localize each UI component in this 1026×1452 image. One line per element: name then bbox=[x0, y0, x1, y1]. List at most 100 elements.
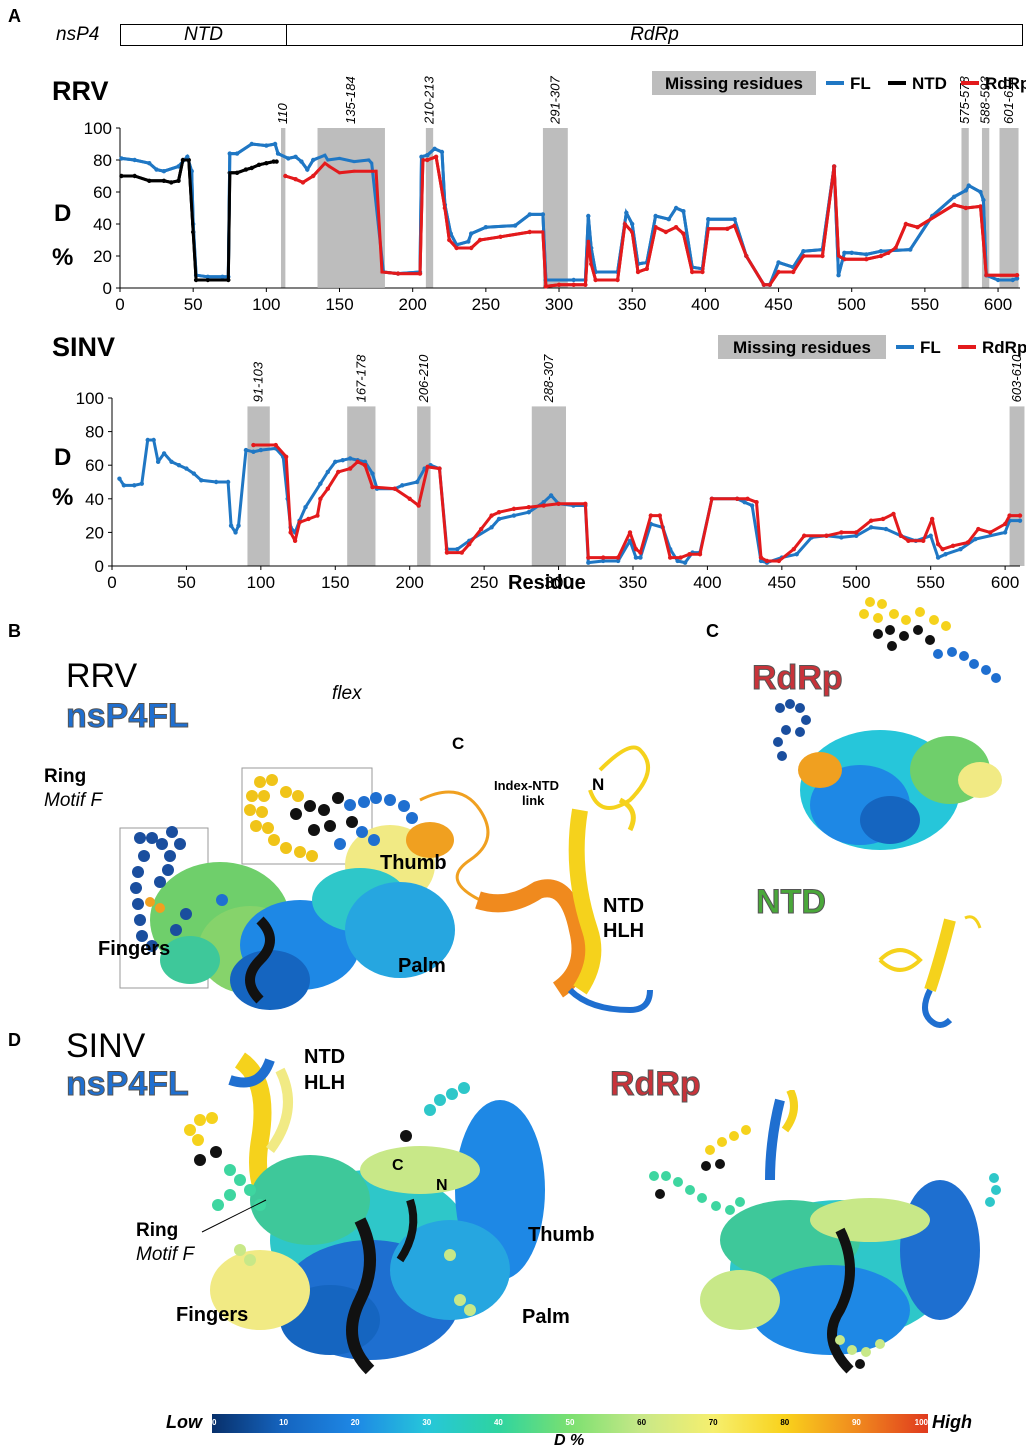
colorbar-low-label: Low bbox=[166, 1412, 202, 1432]
sinv-chart-title: SINV bbox=[52, 332, 116, 362]
series-line-overlay bbox=[284, 154, 1018, 289]
rrv-fingers-label: Fingers bbox=[98, 938, 171, 960]
data-point bbox=[697, 552, 703, 557]
data-point bbox=[950, 543, 956, 549]
domain-bar-protein-label: nsP4 bbox=[56, 24, 100, 45]
data-point bbox=[1002, 530, 1008, 535]
data-point bbox=[117, 476, 122, 481]
sinv-n-terminus-label: N bbox=[436, 1177, 448, 1194]
x-tick-label: 350 bbox=[618, 295, 646, 314]
rrv-thumb-label: Thumb bbox=[380, 852, 447, 874]
x-tick-label: 600 bbox=[991, 573, 1019, 592]
data-point bbox=[601, 558, 606, 564]
data-point bbox=[615, 555, 621, 560]
data-point bbox=[526, 510, 531, 515]
rrv-structure-species: RRV bbox=[66, 657, 138, 695]
data-point bbox=[283, 454, 289, 459]
data-point bbox=[496, 510, 502, 515]
sinv-ring-pointer bbox=[201, 1199, 267, 1233]
data-point bbox=[868, 518, 874, 523]
colorbar-high-label: High bbox=[932, 1412, 972, 1432]
y-tick-label: 100 bbox=[84, 119, 112, 138]
data-point bbox=[303, 505, 308, 510]
data-point bbox=[791, 547, 796, 552]
legend-missing-label: Missing residues bbox=[665, 74, 803, 93]
data-point bbox=[151, 437, 156, 443]
x-tick-label: 100 bbox=[252, 295, 280, 314]
data-point bbox=[184, 466, 189, 471]
data-point bbox=[236, 523, 241, 528]
data-point bbox=[940, 547, 945, 552]
x-tick-label: 300 bbox=[544, 573, 572, 592]
data-point bbox=[176, 463, 182, 468]
data-point bbox=[213, 479, 219, 485]
data-point bbox=[988, 530, 993, 535]
data-point bbox=[891, 511, 896, 517]
data-point bbox=[318, 496, 323, 501]
data-point bbox=[199, 478, 204, 483]
data-point bbox=[929, 516, 935, 522]
panel-label-d: D bbox=[8, 1030, 21, 1050]
data-point bbox=[541, 503, 546, 508]
data-point bbox=[586, 560, 591, 565]
data-point bbox=[132, 483, 137, 488]
data-point bbox=[228, 523, 234, 528]
data-point bbox=[601, 555, 606, 560]
y-tick-label: 0 bbox=[95, 557, 104, 576]
missing-region bbox=[247, 406, 270, 566]
data-point bbox=[370, 471, 375, 476]
sinv-chart: 91-103 167-178 206-210 288-307 603-610 0 20 40 6… bbox=[76, 335, 1026, 592]
series-line-rdrp bbox=[284, 155, 1018, 288]
data-point bbox=[233, 530, 238, 535]
data-point bbox=[511, 513, 517, 518]
domain-bar: NTD RdRp bbox=[120, 24, 1023, 46]
data-point bbox=[801, 533, 807, 538]
legend-missing-swatch bbox=[718, 335, 886, 359]
sinv-fingers-label: Fingers bbox=[176, 1304, 249, 1326]
data-point bbox=[306, 516, 311, 522]
colorbar-tick-label: 90 bbox=[851, 1418, 861, 1427]
data-point bbox=[868, 525, 874, 530]
missing-region-label: 603-610 bbox=[1009, 354, 1024, 402]
data-point bbox=[633, 555, 639, 560]
y-tick-label: 80 bbox=[85, 423, 104, 442]
missing-region bbox=[531, 406, 566, 566]
data-point bbox=[657, 513, 662, 518]
rrv-hlh-label: HLH bbox=[603, 920, 645, 942]
data-point bbox=[541, 499, 546, 505]
legend-label-rdrp: RdRp bbox=[982, 338, 1026, 357]
panel-c-rdrp-title: RdRp bbox=[752, 659, 844, 697]
series-line-overlay bbox=[121, 158, 277, 282]
data-point bbox=[1002, 521, 1008, 527]
data-point bbox=[362, 459, 368, 465]
missing-region-label: 91-103 bbox=[251, 361, 266, 402]
data-point bbox=[478, 526, 484, 532]
data-point bbox=[958, 547, 963, 552]
x-tick-label: 50 bbox=[177, 573, 196, 592]
data-point bbox=[734, 496, 740, 501]
x-tick-label: 500 bbox=[838, 295, 866, 314]
panel-label-a: A bbox=[8, 6, 21, 26]
rrv-c-terminus-label: C bbox=[452, 734, 465, 753]
sinv-structure-species: SINV bbox=[66, 1027, 146, 1065]
data-point bbox=[638, 550, 643, 555]
data-point bbox=[496, 516, 502, 522]
rrv-palm-label: Palm bbox=[398, 955, 446, 977]
data-point bbox=[251, 449, 256, 454]
data-point bbox=[627, 530, 633, 535]
colorbar-tick-label: 30 bbox=[422, 1418, 432, 1427]
data-point bbox=[225, 479, 231, 485]
data-point bbox=[583, 501, 588, 507]
data-point bbox=[288, 530, 293, 535]
data-point bbox=[976, 526, 981, 532]
index-ntd-link-label-2: link bbox=[522, 793, 545, 808]
x-tick-label: 450 bbox=[764, 295, 792, 314]
y-tick-label: 20 bbox=[93, 247, 112, 266]
legend-missing-swatch bbox=[652, 71, 816, 95]
rrv-structure-construct: nsP4FL bbox=[66, 697, 190, 735]
missing-region-label: 575-578 bbox=[957, 76, 972, 124]
data-point bbox=[935, 541, 941, 547]
sinv-fl-structure bbox=[184, 1052, 545, 1375]
data-point bbox=[854, 533, 859, 538]
data-point bbox=[745, 496, 750, 501]
